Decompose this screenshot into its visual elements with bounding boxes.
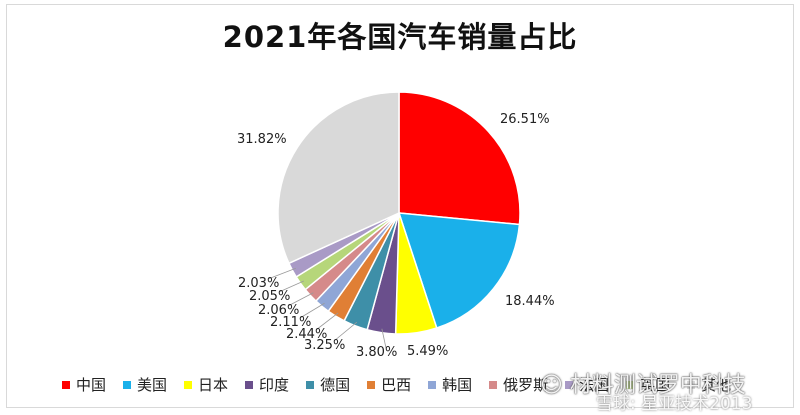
legend-swatch <box>62 380 70 389</box>
legend-item: 德国 <box>306 374 350 395</box>
pie-slice-2 <box>397 212 521 329</box>
legend-swatch <box>565 380 574 389</box>
data-labels: 26.51%18.44%5.49%3.80%3.25%2.44%2.11%2.0… <box>237 112 555 360</box>
legend-swatch <box>184 380 193 389</box>
leader-line-9 <box>278 280 304 293</box>
data-label-9: 2.05% <box>249 289 290 304</box>
legend-swatch <box>428 380 437 389</box>
data-label-4: 3.80% <box>356 345 397 360</box>
leader-line-10 <box>267 267 297 280</box>
data-label-5: 3.25% <box>304 338 345 353</box>
legend-item: 法国 <box>565 374 609 395</box>
leader-line-4 <box>381 328 387 349</box>
pie-slice-1 <box>398 91 521 226</box>
leader-lines <box>267 267 387 349</box>
legend-label: 美国 <box>137 376 168 394</box>
legend-swatch <box>367 380 376 389</box>
leader-line-5 <box>333 321 358 342</box>
legend-label: 俄罗斯 <box>503 376 549 394</box>
data-label-6: 2.44% <box>286 327 327 342</box>
legend-item: 韩国 <box>428 374 472 395</box>
pie-slices <box>277 91 521 335</box>
leader-line-6 <box>315 312 339 331</box>
legend-swatch <box>489 380 498 389</box>
legend-swatch <box>306 380 315 389</box>
legend-item: 俄罗斯 <box>489 374 548 395</box>
legend-swatch <box>626 380 635 389</box>
data-label-2: 18.44% <box>505 294 555 309</box>
legend-item: 中国 <box>62 374 106 395</box>
data-label-1: 26.51% <box>500 112 550 127</box>
legend-item: 巴西 <box>367 374 411 395</box>
legend-label: 巴西 <box>381 376 412 394</box>
legend-swatch <box>687 380 696 389</box>
legend-label: 其他 <box>701 376 732 394</box>
legend-item: 印度 <box>245 374 289 395</box>
legend-item: 日本 <box>184 374 228 395</box>
legend: 中国 美国 日本 印度 德国 巴西 韩国 俄罗斯 法国 英国 其他 <box>62 374 748 395</box>
legend-label: 德国 <box>320 376 351 394</box>
legend-item: 英国 <box>626 374 670 395</box>
legend-label: 中国 <box>76 376 107 394</box>
legend-item: 美国 <box>123 374 167 395</box>
legend-label: 法国 <box>579 376 610 394</box>
watermark-text: ☺ 材料测试罗中科技 <box>540 373 746 398</box>
legend-label: 印度 <box>259 376 290 394</box>
watermark-subtext: 雪球: 星亚技术2013 <box>596 394 753 414</box>
legend-label: 韩国 <box>442 376 473 394</box>
legend-item: 其他 <box>687 374 731 395</box>
leader-line-7 <box>299 302 325 319</box>
data-label-7: 2.11% <box>270 315 311 330</box>
data-label-11: 31.82% <box>237 132 287 147</box>
legend-swatch <box>245 380 254 389</box>
legend-label: 英国 <box>640 376 671 394</box>
data-label-3: 5.49% <box>407 344 448 359</box>
legend-label: 日本 <box>198 376 229 394</box>
pie-slice-11 <box>277 91 400 265</box>
leader-line-8 <box>287 292 314 307</box>
legend-swatch <box>123 380 132 389</box>
data-label-10: 2.03% <box>238 276 279 291</box>
data-label-8: 2.06% <box>258 303 299 318</box>
chart-title: 2021年各国汽车销量占比 <box>222 20 578 54</box>
